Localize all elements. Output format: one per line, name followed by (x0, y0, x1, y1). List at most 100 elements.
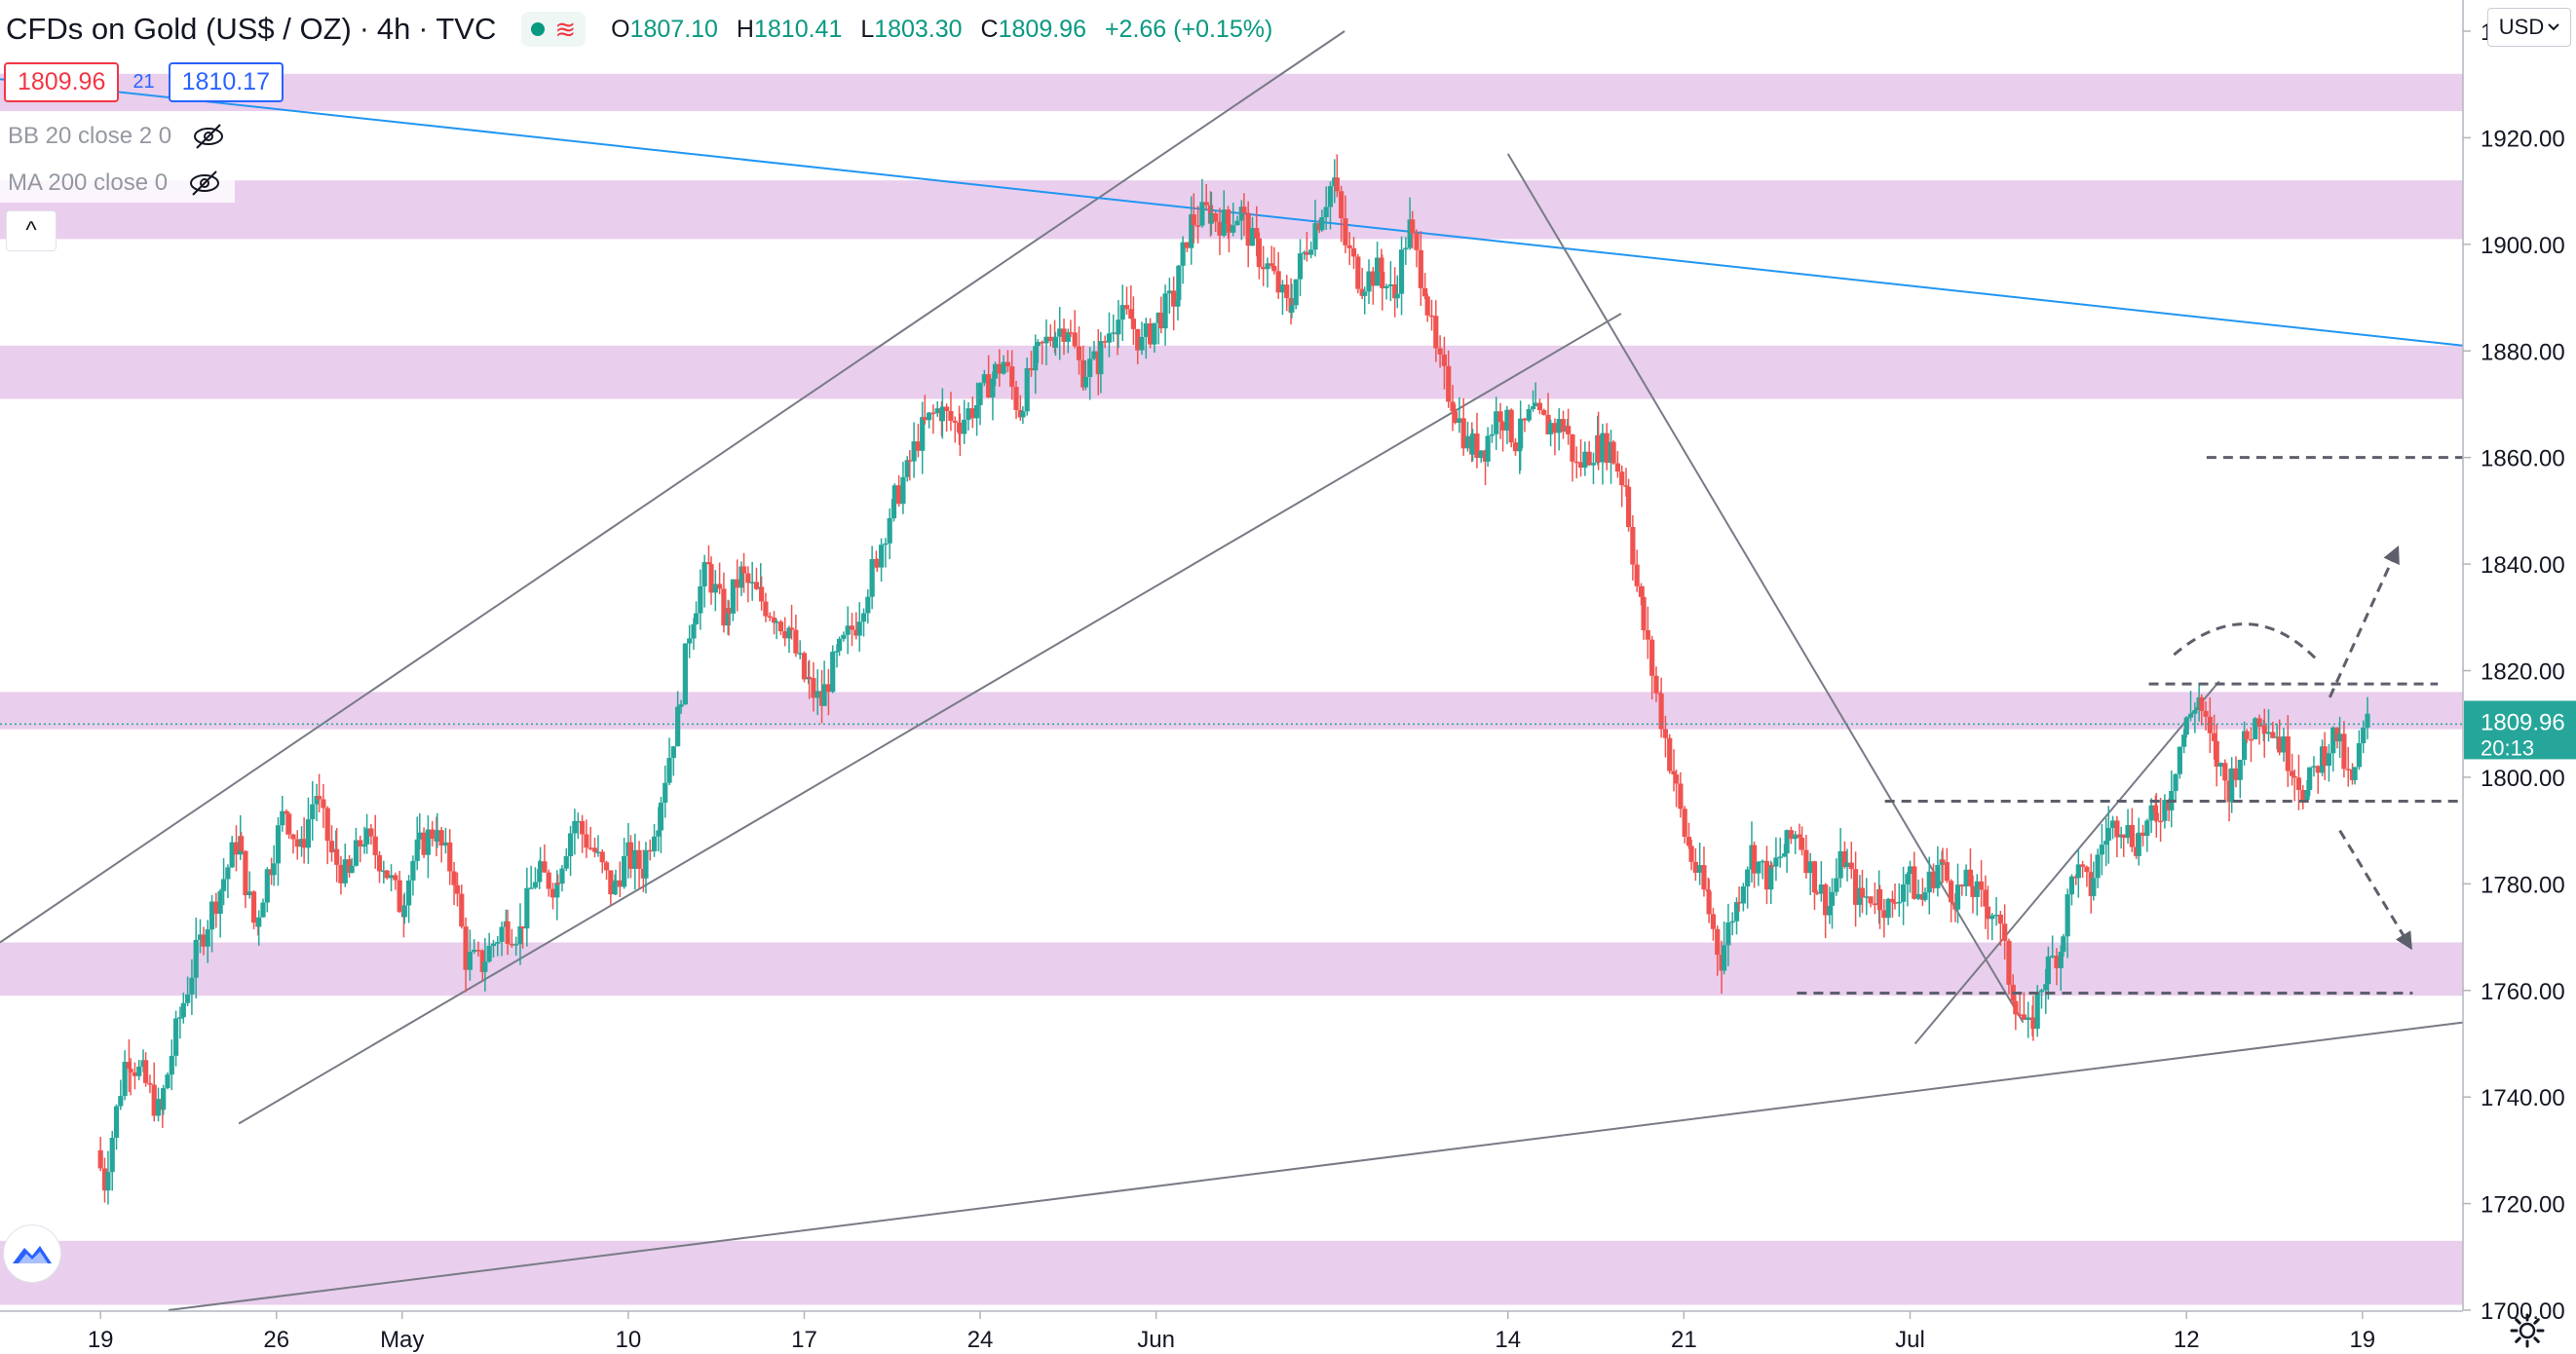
candle-body (233, 842, 240, 855)
candle-body (286, 813, 292, 835)
dashed-arc (2173, 622, 2319, 661)
sell-price-button[interactable]: 1809.96 (4, 62, 120, 102)
candle-body (1939, 859, 1945, 865)
candle-body (1024, 367, 1030, 412)
candle-body (1634, 564, 1640, 586)
candle-body (807, 676, 813, 679)
candle-body (595, 851, 601, 853)
candle-body (467, 952, 473, 970)
candle-body (563, 856, 569, 869)
price-tick-label: 1840.00 (2481, 552, 2565, 579)
candle-body (1872, 903, 1877, 906)
candle-body (1706, 891, 1712, 915)
candle-body (519, 925, 526, 929)
candle-body (280, 810, 285, 826)
time-tick-label: 19 (2349, 1327, 2375, 1353)
candle-body (2277, 736, 2283, 753)
candle-body (801, 653, 808, 680)
candle-body (1508, 409, 1514, 443)
candle-body (451, 871, 457, 885)
interval-label[interactable]: 4h (376, 12, 411, 46)
candle-body (767, 616, 773, 619)
candle-body (1638, 585, 1645, 597)
candle-body (1470, 433, 1476, 455)
down-trend (0, 78, 2464, 347)
candle-body (2105, 827, 2111, 842)
candle-body (2222, 763, 2228, 781)
separator: · (359, 13, 369, 45)
candle-body (482, 961, 488, 972)
candle-body (934, 408, 940, 414)
resistance-zone (0, 942, 2463, 997)
candle-body (155, 1099, 162, 1116)
candle-body (1710, 914, 1717, 929)
currency-label: USD (2498, 15, 2545, 39)
candle-body (2261, 725, 2267, 734)
candle-body (1158, 312, 1164, 329)
collapse-legend-button[interactable]: ^ (6, 210, 57, 251)
indicator-bb[interactable]: BB 20 close 2 0 (0, 117, 235, 156)
candle-body (1343, 218, 1348, 245)
candle-body (1052, 336, 1059, 348)
eye-crossed-icon[interactable] (187, 169, 222, 198)
tradingview-logo[interactable] (4, 1225, 60, 1282)
market-status-pill[interactable]: ≋ (521, 12, 587, 47)
candle-body (2177, 746, 2182, 774)
candle-body (2045, 956, 2051, 985)
candle-body (904, 460, 910, 477)
candle-body (2365, 713, 2370, 728)
candle-body (1087, 358, 1093, 378)
candle-body (2034, 992, 2040, 1030)
candle-body (1881, 910, 1887, 919)
candle-body (907, 460, 913, 462)
candle-body (538, 861, 544, 870)
candle-body (421, 832, 427, 855)
candle-body (725, 608, 731, 626)
candle-body (2285, 735, 2291, 771)
candle-body (1868, 896, 1874, 904)
candle-body (1238, 207, 1244, 221)
candle-body (1474, 433, 1480, 459)
candle-body (1450, 401, 1456, 412)
candle-body (666, 758, 672, 783)
candle-body (2038, 990, 2045, 993)
candle-body (2281, 735, 2287, 753)
high-value: 1810.41 (753, 15, 843, 43)
resistance-zone (0, 1240, 2463, 1305)
upper-channel (0, 30, 1345, 944)
candle-body (1424, 296, 1430, 316)
candle-body (406, 880, 412, 906)
candle-body (1586, 451, 1592, 466)
candle-body (1398, 249, 1405, 294)
candle-body (1725, 922, 1731, 946)
candle-body (678, 704, 684, 707)
source-label: TVC (436, 12, 497, 46)
eye-crossed-icon[interactable] (191, 122, 226, 151)
candle-body (1799, 837, 1805, 850)
candle-body (1970, 885, 1976, 897)
currency-select[interactable]: USD (2487, 8, 2571, 47)
candle-body (1082, 377, 1088, 388)
candle-body (2054, 956, 2060, 968)
candle-body (151, 1084, 157, 1116)
candle-body (2229, 768, 2235, 803)
candle-body (977, 383, 983, 405)
candle-body (1225, 209, 1231, 225)
candle-body (1662, 729, 1669, 738)
buy-price-button[interactable]: 1810.17 (168, 62, 284, 102)
candle-body (555, 883, 561, 884)
price-tick-label: 1800.00 (2481, 766, 2565, 792)
candle-body (143, 1060, 149, 1083)
candle-body (177, 1017, 183, 1019)
candle-body (2199, 696, 2205, 711)
candle-body (2352, 767, 2358, 780)
candle-body (2026, 1017, 2031, 1021)
candle-body (1915, 893, 1921, 899)
settings-gear-icon[interactable] (2508, 1311, 2547, 1350)
candle-body (1203, 202, 1209, 206)
indicator-ma[interactable]: MA 200 close 0 (0, 164, 235, 203)
candle-body (2217, 763, 2224, 768)
price-tick-label: 1780.00 (2481, 872, 2565, 898)
symbol-title[interactable]: CFDs on Gold (US$ / OZ) (6, 12, 352, 46)
